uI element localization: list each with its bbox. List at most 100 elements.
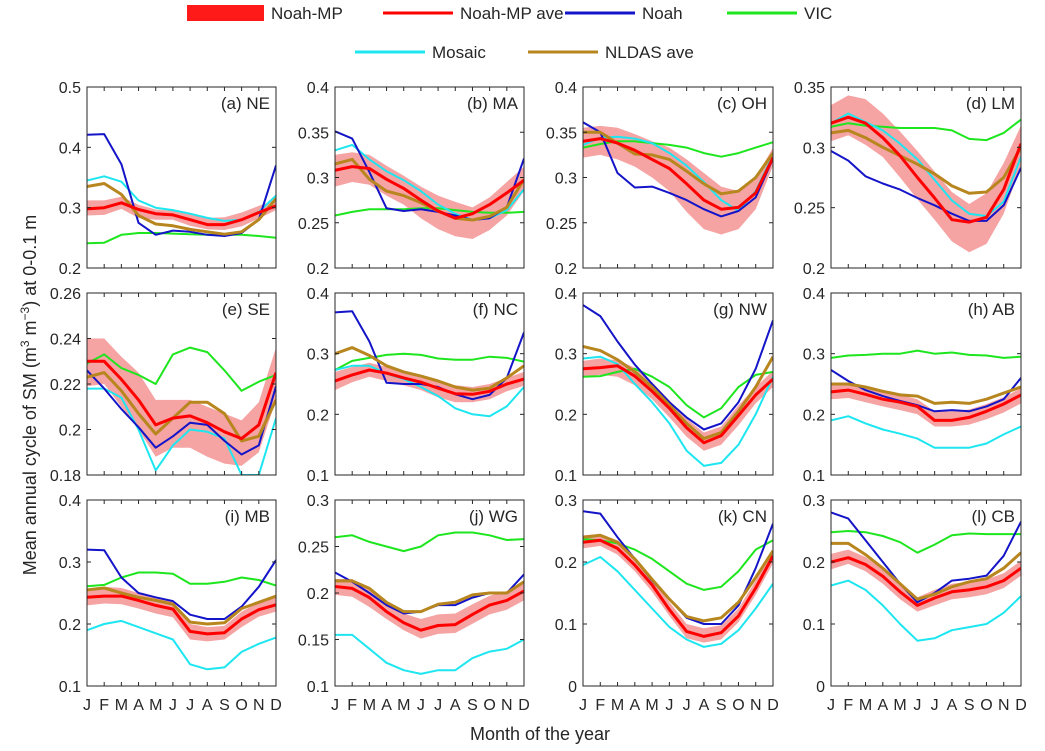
x-tick-label: J [913,697,921,714]
y-tick-label: 0.2 [59,261,81,278]
y-tick-label: 0.3 [803,347,825,364]
series-line-mp [87,201,276,227]
series-line-nldas [335,579,524,614]
series-line-mp [583,137,773,211]
y-tick-label: 0.3 [59,555,81,572]
legend-label: Mosaic [432,43,486,62]
legend-label: NLDAS ave [605,43,694,62]
series-line-nldas [831,382,1021,405]
y-tick-label: 0.25 [794,201,825,218]
x-tick-label: N [750,697,762,714]
x-tick-label: S [964,697,975,714]
y-tick-label: 0.3 [803,140,825,157]
panel-title: (d) LM [966,94,1015,113]
plot-frame [582,499,774,687]
x-tick-label: J [434,697,442,714]
y-tick-label: 0.1 [803,468,825,485]
y-axis-title: Mean annual cycle of SM (m3 m−3) at 0-0.… [18,215,40,576]
y-tick-label: 0.2 [59,423,81,440]
series-line-vic [831,530,1021,554]
panel-title: (c) OH [717,94,767,113]
panel-title: (b) MA [467,94,519,113]
panel-6: 0.1 0.2 0.3 0.4 (f) NC [307,286,525,485]
y-tick-label: 0.2 [307,407,329,424]
x-tick-label: J [169,697,177,714]
series-line-mp [335,368,524,396]
x-tick-label: M [363,697,376,714]
x-tick-label: M [611,697,624,714]
panel-1: 0.2 0.3 0.4 0.5 (a) NE [59,80,277,278]
series-line-vic [87,346,276,392]
legend-label: VIC [804,4,832,23]
series-line-noah [87,369,276,456]
x-tick-label: M [149,697,162,714]
legend-entry-mosaic: Mosaic [355,43,486,62]
series-line-vic [831,349,1021,359]
panel-title: (g) NW [713,300,767,319]
x-tick-label: A [450,697,461,714]
y-tick-label: 0.3 [555,493,577,510]
x-tick-label: D [767,697,779,714]
series-line-nldas [87,182,276,236]
panel-7: 0.1 0.2 0.3 0.4 (g) NW [555,286,774,485]
noah-mp-range-band [87,196,276,230]
series-line-nldas [87,586,276,626]
y-tick-label: 0.2 [555,555,577,572]
x-tick-label: J [331,697,339,714]
x-tick-label: N [998,697,1010,714]
legend-entry-nldas: NLDAS ave [528,43,694,62]
series-line-mp [831,115,1021,224]
panel-title: (l) CB [972,507,1015,526]
series-line-mosaic [831,415,1021,449]
series-line-mp [831,388,1021,422]
series-line-mp [831,556,1021,607]
series-line-noah [831,150,1021,222]
legend-entry-vic: VIC [727,4,832,23]
y-tick-label: 0.1 [555,468,577,485]
y-tick-label: 0 [816,679,825,696]
x-tick-label: M [893,697,906,714]
y-tick-label: 0.15 [298,633,329,650]
panel-title: (i) MB [225,507,270,526]
series-line-vic [335,531,524,553]
x-tick-label: J [827,697,835,714]
x-tick-label: J [83,697,91,714]
noah-mp-range-band [583,534,773,643]
series-line-noah [831,369,1021,413]
legend-entry-noah: Noah [565,4,683,23]
x-tick-label: O [483,697,495,714]
series-line-noah [583,304,773,431]
y-tick-label: 0.3 [555,171,577,188]
legend-label: Noah-MP ave [460,4,564,23]
plot-frame [830,86,1022,269]
y-tick-label: 0.25 [298,540,329,557]
y-tick-label: 0.2 [803,407,825,424]
series-line-mp [583,538,773,638]
series-line-mp [87,594,276,636]
y-tick-label: 0.1 [803,617,825,634]
x-tick-label: J [579,697,587,714]
x-tick-label: D [1015,697,1027,714]
y-tick-label: 0.4 [59,493,81,510]
y-tick-label: 0.4 [803,286,825,303]
panel-3: 0.2 0.25 0.3 0.35 0.4 (c) OH [546,80,774,278]
x-tick-label: S [219,697,230,714]
y-tick-label: 0.24 [50,332,81,349]
x-tick-label: F [99,697,109,714]
y-tick-label: 0.4 [307,80,329,97]
x-tick-label: A [133,697,144,714]
plot-frame [830,499,1022,687]
series-line-mp [335,165,524,220]
series-line-mp [583,364,773,445]
series-line-vic [583,538,773,591]
series-line-vic [87,571,276,588]
x-tick-label: F [595,697,605,714]
series-line-mosaic [583,556,773,648]
x-tick-label: S [467,697,478,714]
legend-entry-mp: Noah-MP ave [383,4,564,23]
series-line-mp [87,359,276,441]
x-tick-label: F [347,697,357,714]
panel-title: (e) SE [222,300,270,319]
y-tick-label: 0.25 [546,216,577,233]
noah-mp-range-band [831,549,1021,612]
